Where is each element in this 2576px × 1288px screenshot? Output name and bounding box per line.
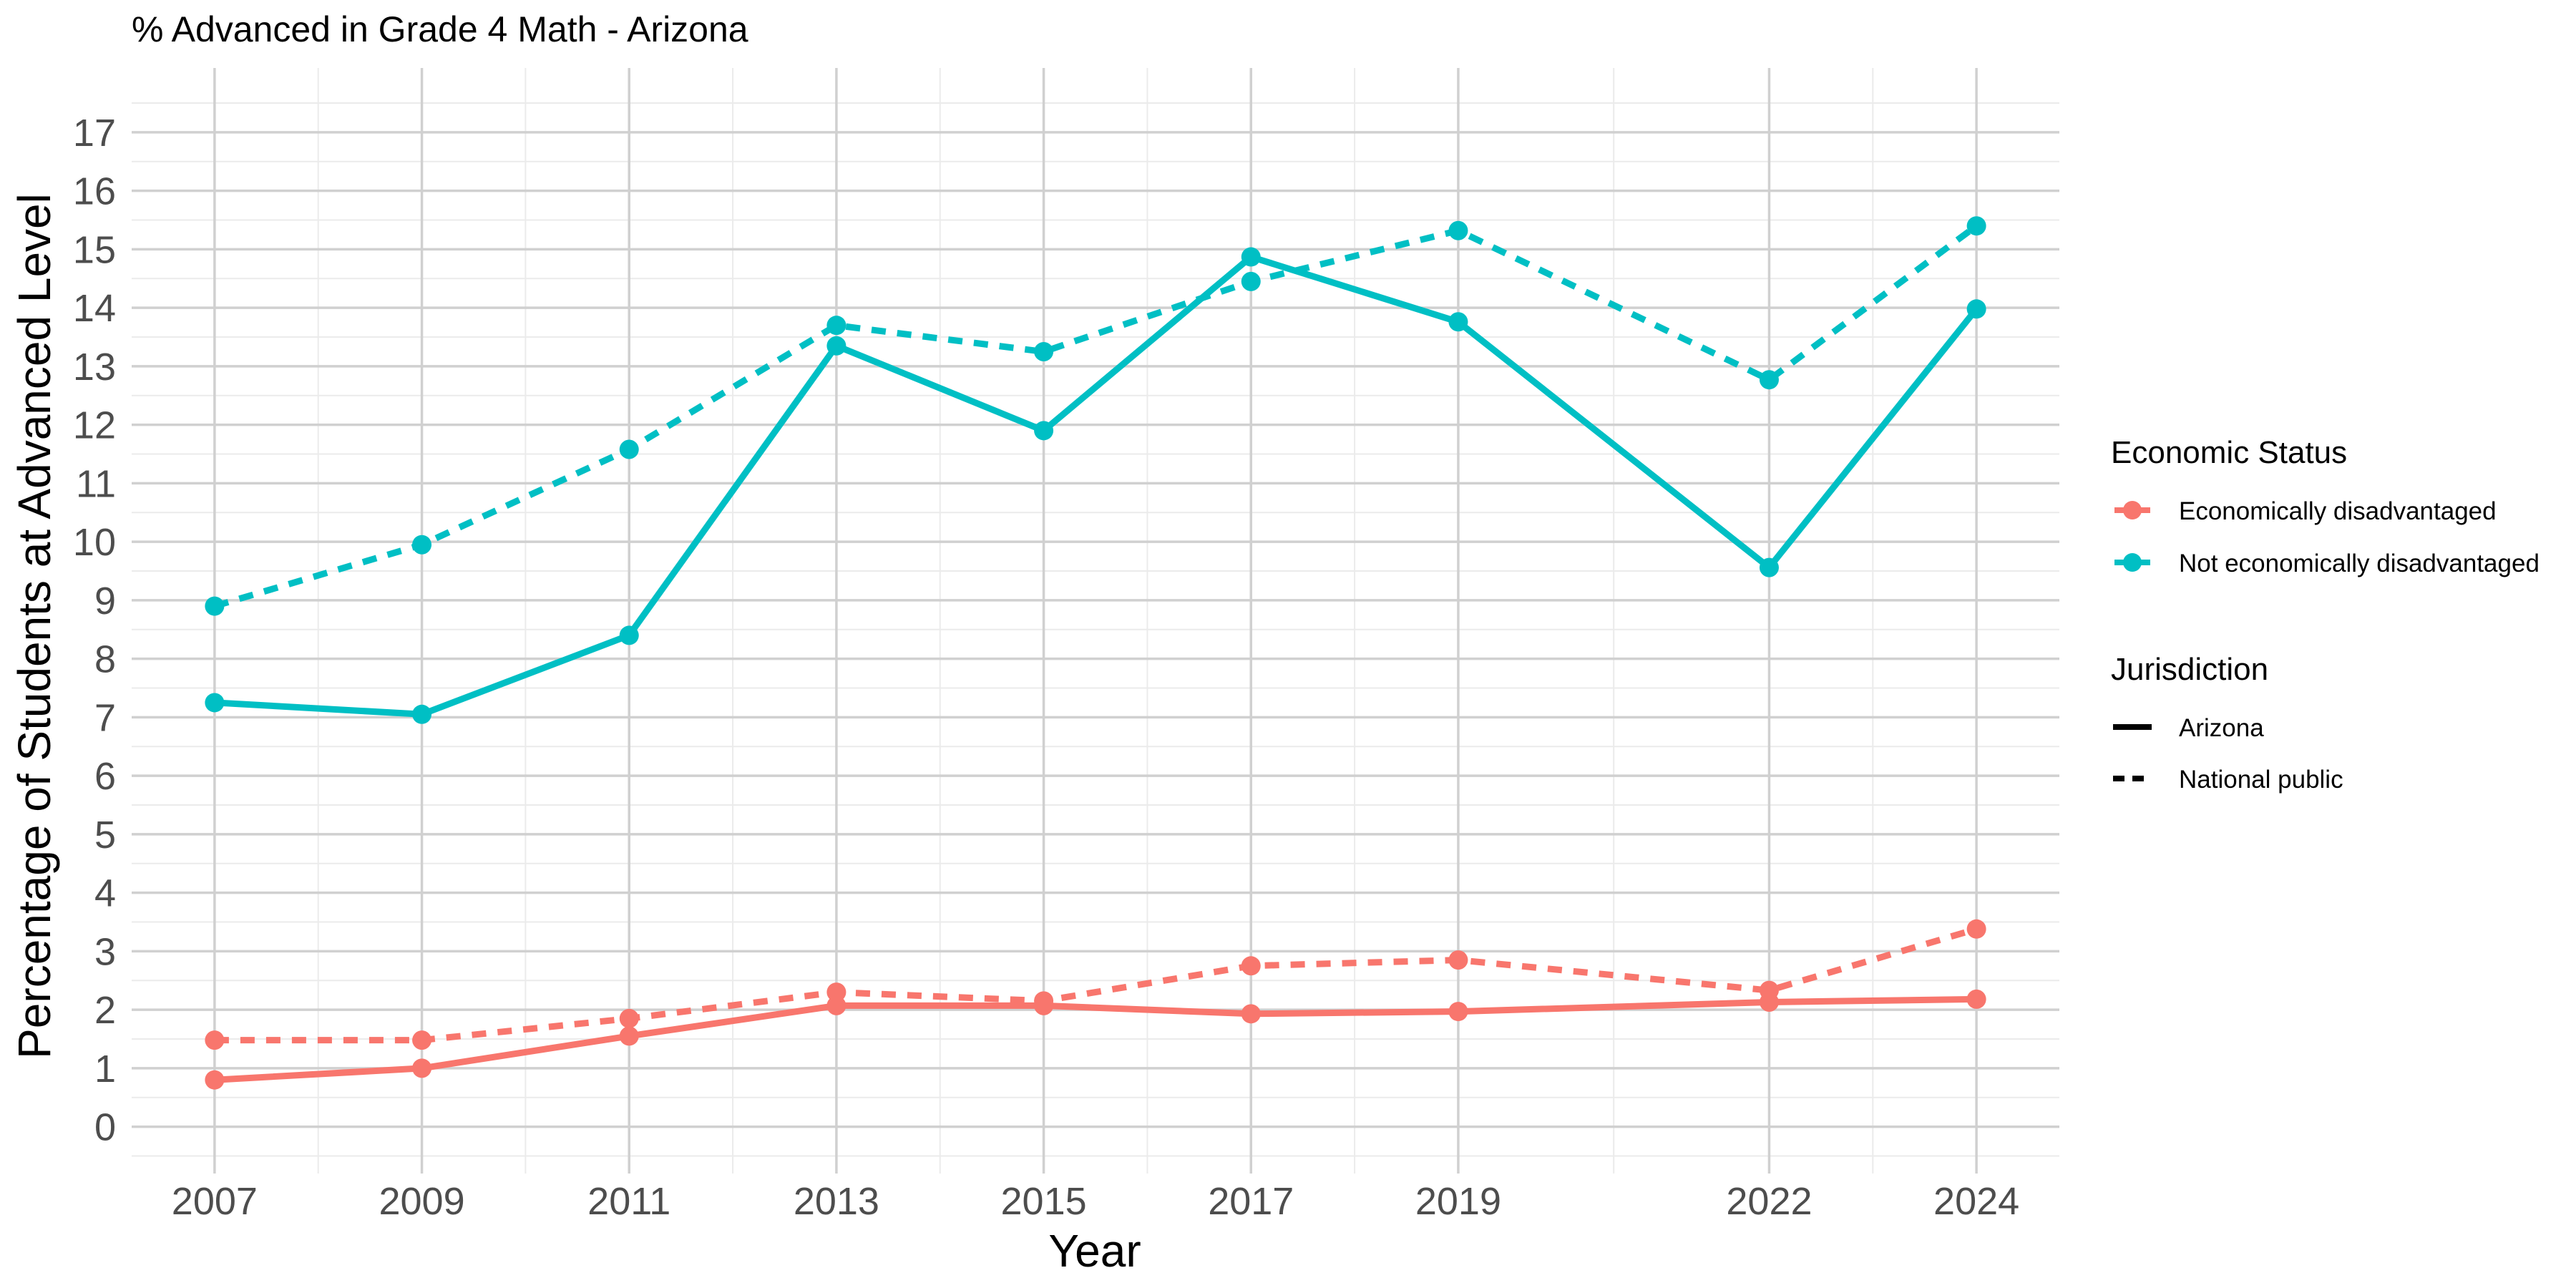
x-tick-label: 2022 bbox=[1726, 1180, 1812, 1223]
legend-label: National public bbox=[2179, 766, 2343, 794]
data-point bbox=[205, 1030, 225, 1050]
data-point bbox=[1966, 299, 1986, 319]
y-tick-label: 6 bbox=[94, 755, 116, 798]
data-point bbox=[1241, 247, 1261, 267]
data-point bbox=[1759, 557, 1779, 577]
minor-gridlines bbox=[132, 68, 2059, 1174]
y-tick-label: 12 bbox=[73, 404, 116, 447]
data-point bbox=[1759, 980, 1779, 1000]
legend-item-not-economically-disadvantaged: Not economically disadvantaged bbox=[2114, 550, 2540, 577]
y-tick-label: 3 bbox=[94, 930, 116, 973]
y-tick-label: 1 bbox=[94, 1048, 116, 1091]
data-point bbox=[826, 336, 847, 356]
legend: Economic Status Economically disadvantag… bbox=[2111, 435, 2540, 794]
y-tick-label: 16 bbox=[73, 170, 116, 213]
data-point bbox=[205, 596, 225, 616]
x-axis-title: Year bbox=[1048, 1225, 1141, 1277]
data-point bbox=[1966, 216, 1986, 236]
y-tick-label: 4 bbox=[94, 872, 116, 915]
series-line bbox=[213, 223, 1979, 610]
x-tick-label: 2013 bbox=[794, 1180, 879, 1223]
data-point bbox=[619, 1026, 639, 1046]
legend-key-point bbox=[2123, 501, 2142, 519]
y-tick-label: 8 bbox=[94, 638, 116, 681]
x-tick-label: 2015 bbox=[1001, 1180, 1087, 1223]
y-tick-label: 13 bbox=[73, 346, 116, 389]
y-tick-label: 14 bbox=[73, 287, 116, 330]
data-point bbox=[412, 1030, 432, 1050]
data-point bbox=[1448, 220, 1468, 240]
legend-title-economic-status: Economic Status bbox=[2111, 435, 2347, 470]
data-point bbox=[1241, 271, 1261, 291]
data-point bbox=[1448, 1002, 1468, 1022]
x-tick-label: 2009 bbox=[379, 1180, 464, 1223]
data-point bbox=[826, 995, 847, 1015]
data-point bbox=[826, 316, 847, 336]
data-point bbox=[1034, 421, 1054, 441]
legend-item-national-public: National public bbox=[2113, 766, 2343, 794]
data-point bbox=[1448, 950, 1468, 970]
data-point bbox=[205, 693, 225, 713]
series-not-economically-disadvantaged-arizona bbox=[205, 247, 1986, 724]
legend-label: Not economically disadvantaged bbox=[2179, 550, 2540, 577]
data-point bbox=[412, 535, 432, 555]
y-axis-title: Percentage of Students at Advanced Level bbox=[9, 193, 60, 1059]
x-tick-label: 2011 bbox=[587, 1180, 670, 1223]
x-tick-label: 2017 bbox=[1208, 1180, 1294, 1223]
data-point bbox=[1241, 1004, 1261, 1024]
y-tick-label: 15 bbox=[73, 228, 116, 271]
x-tick-label: 2024 bbox=[1933, 1180, 2019, 1223]
data-point bbox=[1966, 919, 1986, 939]
data-point bbox=[412, 1058, 432, 1078]
chart-title: % Advanced in Grade 4 Math - Arizona bbox=[132, 9, 748, 49]
y-tick-label: 11 bbox=[76, 462, 116, 505]
legend-key-point bbox=[2123, 553, 2142, 572]
legend-label: Arizona bbox=[2179, 714, 2264, 742]
x-tick-label: 2019 bbox=[1415, 1180, 1501, 1223]
series-economically-disadvantaged-national-public bbox=[205, 919, 1986, 1050]
data-point bbox=[1448, 312, 1468, 332]
data-point bbox=[826, 982, 847, 1002]
data-point bbox=[1966, 989, 1986, 1009]
data-point bbox=[619, 1008, 639, 1028]
series-layer bbox=[205, 216, 1986, 1090]
y-tick-label: 10 bbox=[73, 521, 116, 564]
data-point bbox=[1759, 370, 1779, 390]
y-tick-label: 17 bbox=[73, 112, 116, 155]
y-tick-label: 9 bbox=[94, 580, 116, 623]
data-point bbox=[619, 625, 639, 645]
data-point bbox=[205, 1070, 225, 1090]
y-tick-label: 0 bbox=[94, 1106, 116, 1149]
series-not-economically-disadvantaged-national-public bbox=[205, 216, 1986, 616]
y-tick-label: 2 bbox=[94, 989, 116, 1032]
legend-title-jurisdiction: Jurisdiction bbox=[2111, 652, 2268, 687]
x-axis-ticks: 2007 2009 2011 2013 2015 2017 2019 2022 2024 bbox=[172, 1180, 2019, 1223]
x-tick-label: 2007 bbox=[172, 1180, 258, 1223]
data-point bbox=[619, 439, 639, 459]
data-point bbox=[412, 704, 432, 724]
y-tick-label: 7 bbox=[94, 696, 116, 739]
legend-item-arizona: Arizona bbox=[2113, 714, 2264, 742]
legend-item-economically-disadvantaged: Economically disadvantaged bbox=[2114, 497, 2497, 525]
data-point bbox=[1034, 991, 1054, 1011]
data-point bbox=[1241, 956, 1261, 976]
y-tick-label: 5 bbox=[94, 814, 116, 857]
legend-label: Economically disadvantaged bbox=[2179, 497, 2497, 525]
data-point bbox=[1034, 341, 1054, 361]
